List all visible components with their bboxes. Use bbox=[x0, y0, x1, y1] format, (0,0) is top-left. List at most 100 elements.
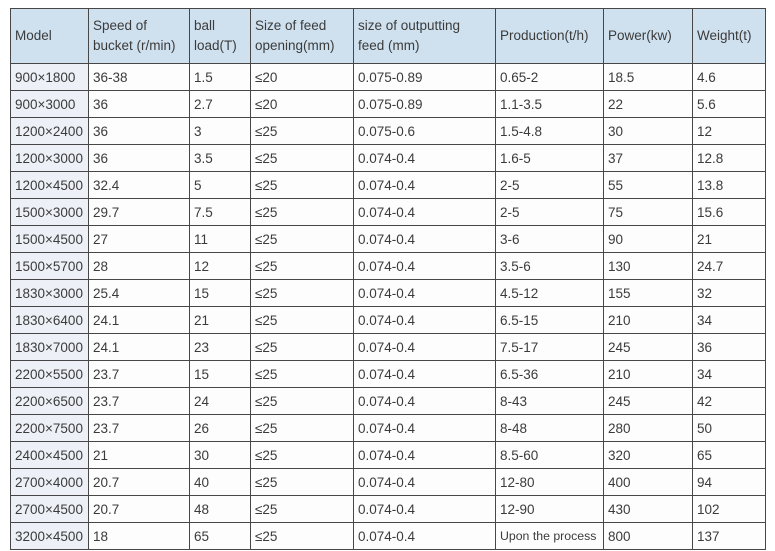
table-body: 900×1800 36-38 1.5 ≤20 0.075-0.89 0.65-2 18.5 4… bbox=[10, 63, 766, 550]
table-cell: 6.5-15 bbox=[495, 306, 604, 334]
table-cell: 12-80 bbox=[495, 468, 604, 496]
table-cell: 12 bbox=[692, 117, 766, 145]
table-cell: ≤25 bbox=[250, 468, 354, 496]
table-row: 1830×3000 25.4 15 ≤25 0.074-0.4 4.5-12 155 32 bbox=[10, 279, 766, 307]
table-row: 900×3000 36 2.7 ≤20 0.075-0.89 1.1-3.5 22 5.6 bbox=[10, 90, 766, 118]
table-cell: 2-5 bbox=[495, 198, 604, 226]
table-cell: 42 bbox=[692, 387, 766, 415]
table-cell: 0.074-0.4 bbox=[353, 306, 496, 334]
table-cell: 800 bbox=[603, 522, 693, 550]
table-cell: 24.7 bbox=[692, 252, 766, 280]
table-cell: 23.7 bbox=[88, 414, 190, 442]
model-cell: 1830×7000 bbox=[10, 333, 89, 361]
table-header: Model Speed of bucket (r/min) ball load(… bbox=[10, 8, 766, 64]
table-cell: 210 bbox=[603, 306, 693, 334]
table-cell: 155 bbox=[603, 279, 693, 307]
table-cell: 0.074-0.4 bbox=[353, 225, 496, 253]
table-cell: 90 bbox=[603, 225, 693, 253]
table-cell: 18.5 bbox=[603, 63, 693, 91]
table-cell: ≤25 bbox=[250, 414, 354, 442]
table-row: 2200×5500 23.7 15 ≤25 0.074-0.4 6.5-36 210 34 bbox=[10, 360, 766, 388]
model-cell: 3200×4500 bbox=[10, 522, 89, 550]
table-cell: 7.5-17 bbox=[495, 333, 604, 361]
model-cell: 1200×4500 bbox=[10, 171, 89, 199]
table-cell: 24.1 bbox=[88, 306, 190, 334]
table-cell: 20.7 bbox=[88, 468, 190, 496]
table-cell: 36 bbox=[88, 117, 190, 145]
table-cell: 3.5-6 bbox=[495, 252, 604, 280]
table-cell: 320 bbox=[603, 441, 693, 469]
table-cell: 32 bbox=[692, 279, 766, 307]
table-cell: 23.7 bbox=[88, 387, 190, 415]
table-row: 2400×4500 21 30 ≤25 0.074-0.4 8.5-60 320 65 bbox=[10, 441, 766, 469]
table-cell: 1.6-5 bbox=[495, 144, 604, 172]
table-cell: 0.65-2 bbox=[495, 63, 604, 91]
model-cell: 2200×5500 bbox=[10, 360, 89, 388]
column-header-ball-load: ball load(T) bbox=[189, 8, 251, 64]
table-cell: 0.074-0.4 bbox=[353, 333, 496, 361]
table-cell: 15 bbox=[189, 279, 251, 307]
table-cell: 1.5 bbox=[189, 63, 251, 91]
table-cell: 20.7 bbox=[88, 495, 190, 523]
table-cell: 40 bbox=[189, 468, 251, 496]
table-cell: 23 bbox=[189, 333, 251, 361]
table-cell: 4.5-12 bbox=[495, 279, 604, 307]
table-cell: 8.5-60 bbox=[495, 441, 604, 469]
table-cell: ≤20 bbox=[250, 63, 354, 91]
table-cell: 21 bbox=[692, 225, 766, 253]
table-cell: ≤25 bbox=[250, 522, 354, 550]
table-cell: 7.5 bbox=[189, 198, 251, 226]
table-cell: 430 bbox=[603, 495, 693, 523]
table-row: 1200×3000 36 3.5 ≤25 0.074-0.4 1.6-5 37 12.8 bbox=[10, 144, 766, 172]
table-cell: 6.5-36 bbox=[495, 360, 604, 388]
table-cell: ≤25 bbox=[250, 144, 354, 172]
table-cell: 28 bbox=[88, 252, 190, 280]
table-cell: 12-90 bbox=[495, 495, 604, 523]
table-row: 2200×6500 23.7 24 ≤25 0.074-0.4 8-43 245 42 bbox=[10, 387, 766, 415]
column-header-feed-opening: Size of feed opening(mm) bbox=[250, 8, 354, 64]
specs-table: Model Speed of bucket (r/min) ball load(… bbox=[10, 8, 766, 550]
table-cell: ≤25 bbox=[250, 117, 354, 145]
model-cell: 1500×4500 bbox=[10, 225, 89, 253]
table-cell: ≤25 bbox=[250, 171, 354, 199]
model-cell: 1200×2400 bbox=[10, 117, 89, 145]
model-cell: 900×1800 bbox=[10, 63, 89, 91]
table-cell: 36 bbox=[88, 144, 190, 172]
table-cell: 32.4 bbox=[88, 171, 190, 199]
table-cell: 13.8 bbox=[692, 171, 766, 199]
table-cell: 3.5 bbox=[189, 144, 251, 172]
table-row: 2200×7500 23.7 26 ≤25 0.074-0.4 8-48 280 50 bbox=[10, 414, 766, 442]
table-cell: ≤25 bbox=[250, 441, 354, 469]
table-row: 1500×3000 29.7 7.5 ≤25 0.074-0.4 2-5 75 15.6 bbox=[10, 198, 766, 226]
table-cell: 65 bbox=[189, 522, 251, 550]
table-cell: 0.075-0.6 bbox=[353, 117, 496, 145]
table-cell: ≤25 bbox=[250, 495, 354, 523]
table-cell: Upon the process bbox=[495, 522, 604, 550]
table-cell: 26 bbox=[189, 414, 251, 442]
table-cell: 25.4 bbox=[88, 279, 190, 307]
table-row: 1830×7000 24.1 23 ≤25 0.074-0.4 7.5-17 245 36 bbox=[10, 333, 766, 361]
model-cell: 900×3000 bbox=[10, 90, 89, 118]
model-cell: 2700×4000 bbox=[10, 468, 89, 496]
model-cell: 1500×3000 bbox=[10, 198, 89, 226]
table-cell: 12 bbox=[189, 252, 251, 280]
table-cell: 48 bbox=[189, 495, 251, 523]
table-cell: 280 bbox=[603, 414, 693, 442]
table-cell: 400 bbox=[603, 468, 693, 496]
table-cell: ≤25 bbox=[250, 279, 354, 307]
table-cell: 34 bbox=[692, 360, 766, 388]
table-cell: 8-48 bbox=[495, 414, 604, 442]
table-cell: 1.1-3.5 bbox=[495, 90, 604, 118]
column-header-bucket-speed: Speed of bucket (r/min) bbox=[88, 8, 190, 64]
table-cell: ≤25 bbox=[250, 360, 354, 388]
table-cell: 102 bbox=[692, 495, 766, 523]
table-cell: 37 bbox=[603, 144, 693, 172]
table-cell: 30 bbox=[603, 117, 693, 145]
table-cell: 22 bbox=[603, 90, 693, 118]
table-row: 1200×2400 36 3 ≤25 0.075-0.6 1.5-4.8 30 12 bbox=[10, 117, 766, 145]
column-header-production: Production(t/h) bbox=[495, 8, 604, 64]
table-cell: 21 bbox=[88, 441, 190, 469]
table-cell: ≤25 bbox=[250, 306, 354, 334]
model-cell: 1500×5700 bbox=[10, 252, 89, 280]
